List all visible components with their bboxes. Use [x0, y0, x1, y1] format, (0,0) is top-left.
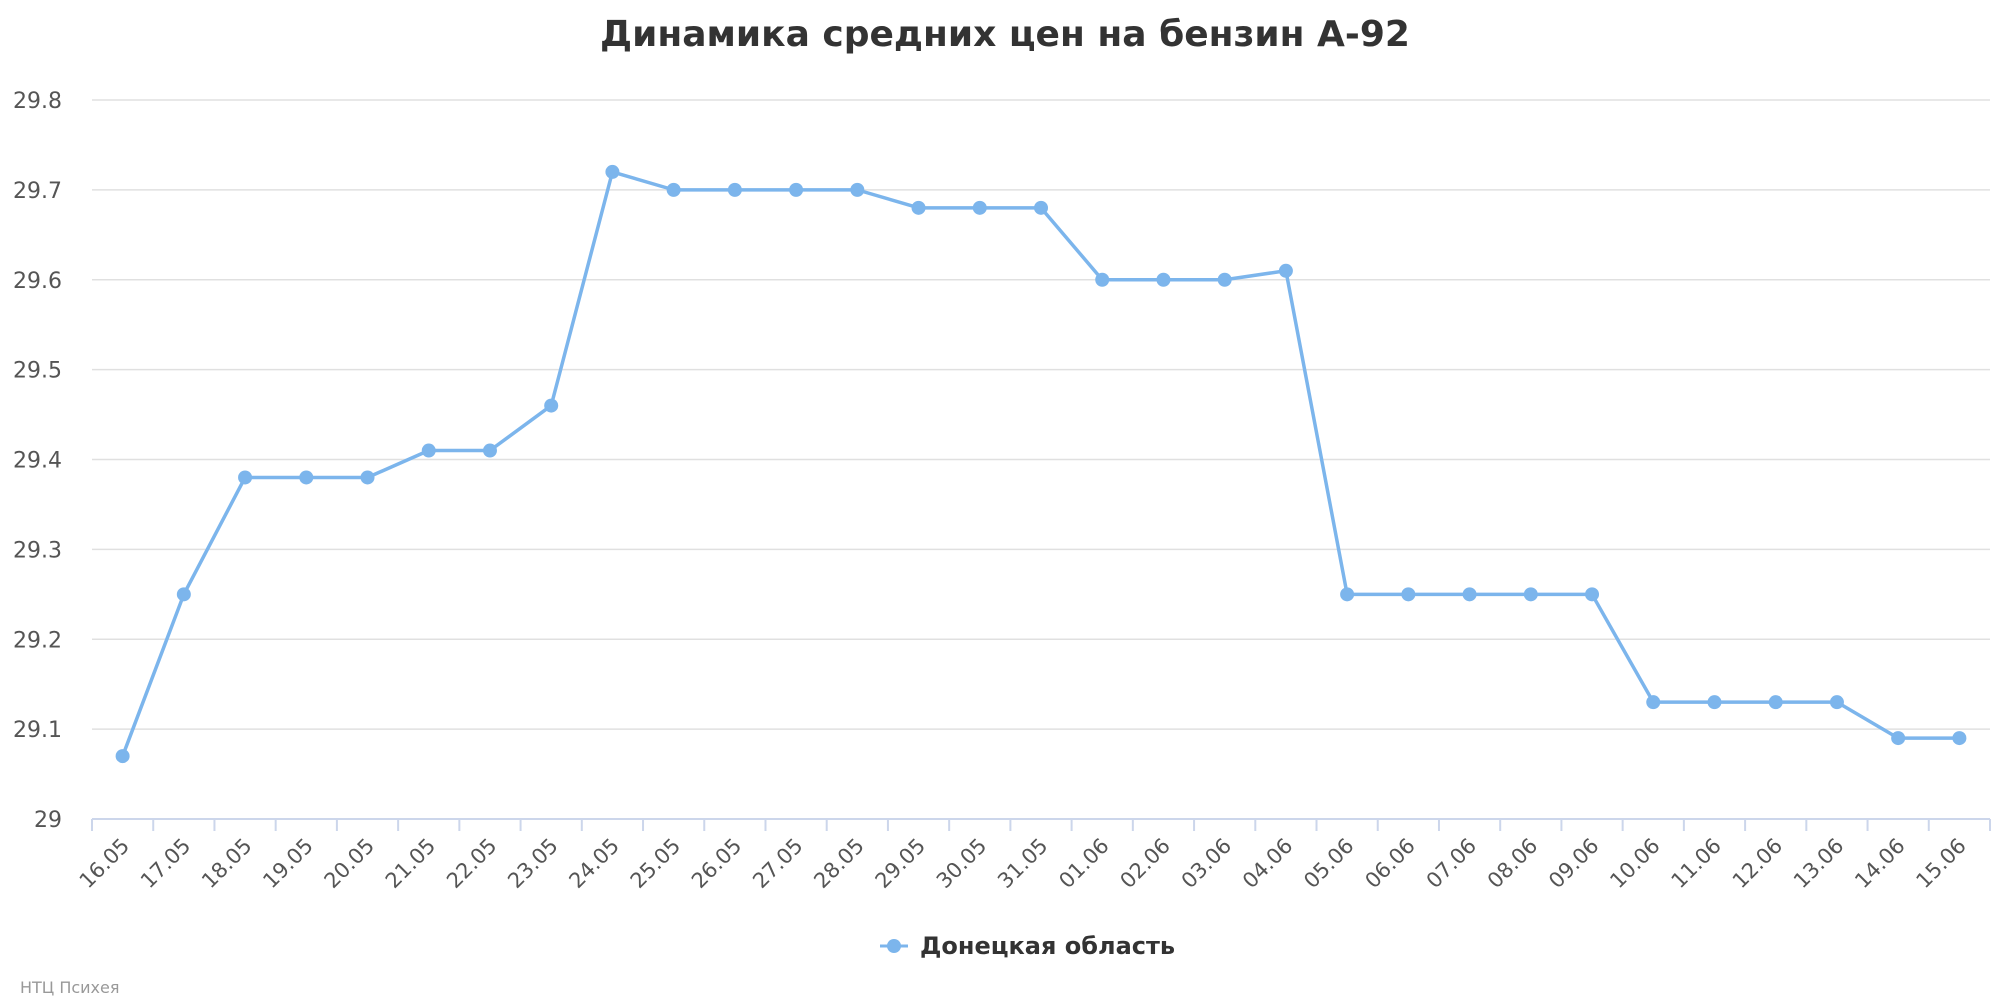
- data-point: [1585, 587, 1600, 602]
- y-tick-label: 29.3: [13, 538, 62, 563]
- y-tick-label: 29.8: [13, 89, 62, 114]
- data-point: [789, 182, 804, 197]
- data-point: [911, 200, 926, 215]
- data-point: [360, 470, 375, 485]
- x-tick-label: 05.06: [1299, 834, 1358, 893]
- x-tick-label: 30.05: [932, 834, 991, 893]
- series-line: [120, 170, 1960, 757]
- data-point: [1217, 272, 1232, 287]
- x-tick-label: 04.06: [1238, 834, 1297, 893]
- y-tick-label: 29.1: [13, 718, 62, 743]
- data-point: [850, 182, 865, 197]
- x-tick-label: 20.05: [320, 834, 379, 893]
- legend-point-marker: [887, 939, 901, 953]
- data-point: [1646, 695, 1661, 710]
- data-point: [299, 470, 314, 485]
- data-point: [482, 443, 497, 458]
- data-point: [1891, 731, 1906, 746]
- series-donetsk: [115, 164, 1967, 764]
- data-point: [1095, 272, 1110, 287]
- y-tick-label: 29.5: [13, 359, 62, 384]
- y-tick-label: 29.6: [13, 269, 62, 294]
- x-tick-label: 15.06: [1911, 834, 1970, 893]
- y-axis: 29 29.1 29.2 29.3 29.4 29.5 29.6 29.7 29.8: [13, 89, 62, 833]
- data-point: [1462, 587, 1477, 602]
- grid-lines: [92, 99, 1990, 730]
- y-tick-label: 29: [34, 808, 62, 833]
- data-point: [115, 749, 130, 764]
- data-point: [421, 443, 436, 458]
- x-tick-label: 19.05: [258, 834, 317, 893]
- x-tick-label: 09.06: [1544, 834, 1603, 893]
- chart-title: Динамика средних цен на бензин А-92: [600, 14, 1410, 55]
- data-point: [176, 587, 191, 602]
- x-tick-label: 08.06: [1483, 834, 1542, 893]
- x-tick-label: 16.05: [75, 834, 134, 893]
- data-point: [544, 398, 559, 413]
- x-tick-label: 21.05: [381, 834, 440, 893]
- data-point: [1034, 200, 1048, 215]
- x-tick-label: 06.06: [1360, 834, 1419, 893]
- legend-label: Донецкая область: [920, 932, 1175, 960]
- x-tick-label: 28.05: [809, 834, 868, 893]
- data-point: [727, 182, 742, 197]
- x-tick-label: 17.05: [136, 834, 195, 893]
- data-point: [1952, 731, 1967, 746]
- x-tick-label: 03.06: [1177, 834, 1236, 893]
- x-tick-label: 26.05: [687, 834, 746, 893]
- x-tick-label: 18.05: [197, 834, 256, 893]
- data-point: [1156, 272, 1171, 287]
- data-point: [1829, 695, 1844, 710]
- x-tick-label: 23.05: [503, 834, 562, 893]
- x-tick-label: 22.05: [442, 834, 501, 893]
- x-tick-label: 02.06: [1116, 834, 1175, 893]
- x-tick-label: 14.06: [1850, 834, 1909, 893]
- x-tick-label: 31.05: [993, 834, 1052, 893]
- data-point: [1523, 587, 1538, 602]
- x-tick-label: 29.05: [871, 834, 930, 893]
- x-tick-label: 11.06: [1667, 834, 1726, 893]
- data-point: [1278, 263, 1293, 278]
- data-point: [972, 200, 987, 215]
- data-point: [1707, 695, 1722, 710]
- x-tick-label: 12.06: [1728, 834, 1787, 893]
- x-tick-label: 13.06: [1789, 834, 1848, 893]
- y-tick-label: 29.2: [13, 628, 62, 653]
- chart-credit[interactable]: НТЦ Психея: [20, 978, 119, 997]
- x-tick-label: 24.05: [564, 834, 623, 893]
- x-tick-label: 25.05: [626, 834, 685, 893]
- y-tick-label: 29.4: [13, 449, 62, 474]
- data-point: [1340, 587, 1355, 602]
- data-point: [666, 182, 681, 197]
- data-point: [238, 470, 253, 485]
- x-tick-label: 10.06: [1605, 834, 1664, 893]
- data-point: [605, 164, 620, 179]
- x-axis: 16.05 17.05 18.05 19.05 20.05 21.05 22.05 23.05…: [75, 818, 1991, 893]
- x-tick-label: 07.06: [1422, 834, 1481, 893]
- y-tick-label: 29.7: [13, 179, 62, 204]
- x-tick-label: 01.06: [1054, 834, 1113, 893]
- data-point: [1401, 587, 1416, 602]
- data-point: [1768, 695, 1783, 710]
- x-tick-label: 27.05: [748, 834, 807, 893]
- legend[interactable]: Донецкая область: [880, 932, 1175, 960]
